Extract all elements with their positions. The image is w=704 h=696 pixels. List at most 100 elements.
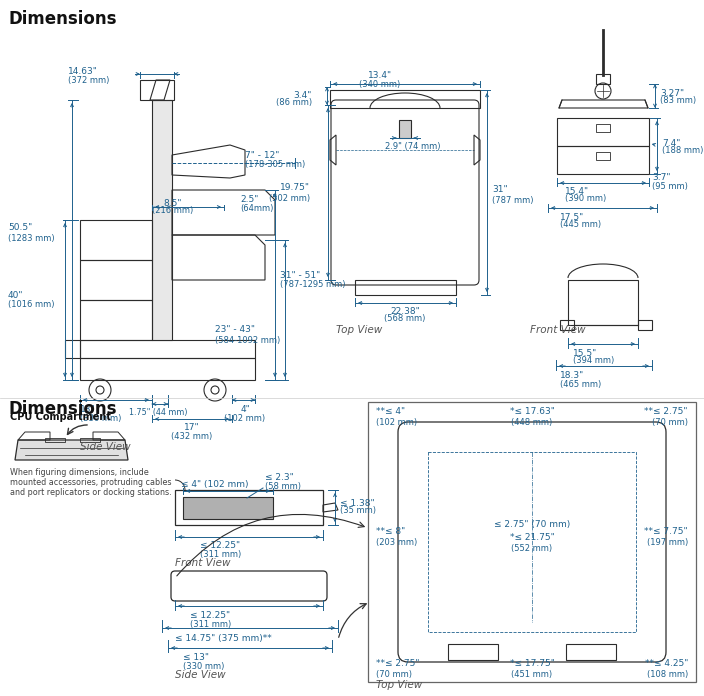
Text: Front View: Front View bbox=[175, 558, 230, 568]
Text: CPU Compartment: CPU Compartment bbox=[10, 412, 111, 422]
Text: (108 mm): (108 mm) bbox=[647, 670, 688, 679]
Text: (70 mm): (70 mm) bbox=[652, 418, 688, 427]
Text: 7.4": 7.4" bbox=[662, 139, 680, 148]
Text: 1.75" (44 mm): 1.75" (44 mm) bbox=[129, 409, 187, 418]
Text: (95 mm): (95 mm) bbox=[652, 182, 688, 191]
Bar bbox=[557, 146, 649, 174]
Text: 3.7": 3.7" bbox=[652, 173, 670, 182]
Bar bbox=[175, 490, 323, 525]
Text: (390 mm): (390 mm) bbox=[565, 194, 606, 203]
Text: 31": 31" bbox=[492, 186, 508, 194]
Text: (372 mm): (372 mm) bbox=[68, 75, 109, 84]
Text: (197 mm): (197 mm) bbox=[647, 537, 688, 546]
Text: 17.5": 17.5" bbox=[560, 212, 584, 221]
Text: (451 mm): (451 mm) bbox=[511, 670, 553, 679]
Text: and port replicators or docking stations.: and port replicators or docking stations… bbox=[10, 488, 172, 497]
Bar bbox=[80, 300, 152, 340]
Text: mounted accessories, protruding cables: mounted accessories, protruding cables bbox=[10, 478, 172, 487]
Text: (502 mm): (502 mm) bbox=[269, 193, 310, 203]
Text: (330 mm): (330 mm) bbox=[80, 413, 121, 422]
Text: *≤ 17.63": *≤ 17.63" bbox=[510, 407, 555, 416]
Text: **≤ 7.75": **≤ 7.75" bbox=[644, 528, 688, 537]
Text: 13.4": 13.4" bbox=[368, 72, 392, 81]
Text: (568 mm): (568 mm) bbox=[384, 315, 426, 324]
Text: 4": 4" bbox=[240, 406, 250, 415]
Text: 15.5": 15.5" bbox=[573, 349, 597, 358]
Text: ≤ 4" (102 mm): ≤ 4" (102 mm) bbox=[181, 480, 249, 489]
Text: 17": 17" bbox=[184, 423, 200, 432]
Text: ≤ 13": ≤ 13" bbox=[183, 654, 209, 663]
Text: (216 mm): (216 mm) bbox=[152, 207, 194, 216]
Bar bbox=[596, 124, 610, 132]
Text: 2.9" (74 mm): 2.9" (74 mm) bbox=[385, 143, 441, 152]
Bar bbox=[183, 497, 273, 519]
Text: (787 mm): (787 mm) bbox=[492, 196, 534, 205]
Text: **≤ 4": **≤ 4" bbox=[376, 407, 405, 416]
Text: (86 mm): (86 mm) bbox=[276, 99, 312, 107]
Bar bbox=[596, 74, 610, 84]
Text: Top View: Top View bbox=[336, 325, 382, 335]
Bar bbox=[596, 152, 610, 160]
Text: Front View: Front View bbox=[530, 325, 586, 335]
Text: 23" - 43": 23" - 43" bbox=[215, 326, 255, 335]
Text: 22.38": 22.38" bbox=[390, 306, 420, 315]
Text: 50.5": 50.5" bbox=[8, 223, 32, 232]
Text: (311 mm): (311 mm) bbox=[190, 619, 231, 628]
Text: ≤ 1.38": ≤ 1.38" bbox=[340, 498, 375, 507]
Text: (1283 mm): (1283 mm) bbox=[8, 233, 55, 242]
Bar bbox=[568, 280, 638, 325]
Text: ≤ 12.25": ≤ 12.25" bbox=[200, 541, 240, 551]
Bar bbox=[557, 118, 649, 146]
Text: (584-1092 mm): (584-1092 mm) bbox=[215, 335, 280, 345]
Text: **≤ 4.25": **≤ 4.25" bbox=[645, 660, 688, 668]
Bar bbox=[566, 644, 616, 660]
Text: (203 mm): (203 mm) bbox=[376, 537, 417, 546]
Bar bbox=[638, 320, 652, 330]
Text: (787-1295 mm): (787-1295 mm) bbox=[280, 280, 346, 290]
Text: 7" - 12": 7" - 12" bbox=[245, 150, 279, 159]
Text: ≤ 2.75" (70 mm): ≤ 2.75" (70 mm) bbox=[494, 519, 570, 528]
Bar bbox=[428, 452, 636, 632]
Text: 40": 40" bbox=[8, 290, 23, 299]
Text: (394 mm): (394 mm) bbox=[573, 356, 615, 365]
Bar bbox=[80, 438, 100, 442]
Text: 2.5": 2.5" bbox=[240, 196, 258, 205]
Bar bbox=[560, 320, 574, 330]
Text: (311 mm): (311 mm) bbox=[200, 550, 241, 558]
Text: **≤ 2.75": **≤ 2.75" bbox=[644, 407, 688, 416]
Text: ≤ 14.75" (375 mm)**: ≤ 14.75" (375 mm)** bbox=[175, 633, 272, 642]
Text: (445 mm): (445 mm) bbox=[560, 221, 601, 230]
Text: (83 mm): (83 mm) bbox=[660, 97, 696, 106]
Text: 8.5": 8.5" bbox=[164, 198, 182, 207]
Text: ≤ 12.25": ≤ 12.25" bbox=[190, 612, 230, 621]
Text: **≤ 2.75": **≤ 2.75" bbox=[376, 660, 420, 668]
Text: *≤ 17.75": *≤ 17.75" bbox=[510, 660, 555, 668]
Text: (1016 mm): (1016 mm) bbox=[8, 301, 54, 310]
Text: Top View: Top View bbox=[376, 680, 422, 690]
Text: 15.4": 15.4" bbox=[565, 187, 589, 196]
Text: Dimensions: Dimensions bbox=[8, 400, 116, 418]
Bar bbox=[80, 220, 152, 260]
Text: (432 mm): (432 mm) bbox=[171, 432, 213, 441]
Text: Dimensions: Dimensions bbox=[8, 10, 116, 28]
Text: (64mm): (64mm) bbox=[240, 203, 273, 212]
Text: 19.75": 19.75" bbox=[280, 184, 310, 193]
Text: (448 mm): (448 mm) bbox=[511, 418, 553, 427]
Text: (70 mm): (70 mm) bbox=[376, 670, 412, 679]
Text: (552 mm): (552 mm) bbox=[511, 544, 553, 553]
Text: (58 mm): (58 mm) bbox=[265, 482, 301, 491]
Text: *≤ 21.75": *≤ 21.75" bbox=[510, 534, 554, 542]
Text: 3.27": 3.27" bbox=[660, 88, 684, 97]
Text: **≤ 8": **≤ 8" bbox=[376, 528, 406, 537]
Polygon shape bbox=[152, 100, 172, 340]
Bar bbox=[399, 120, 411, 138]
Bar bbox=[448, 644, 498, 660]
Text: (178-305 mm): (178-305 mm) bbox=[245, 161, 306, 170]
Text: Side View: Side View bbox=[175, 670, 225, 680]
Bar bbox=[140, 80, 174, 100]
Text: Side View: Side View bbox=[80, 442, 131, 452]
Text: (188 mm): (188 mm) bbox=[662, 146, 703, 155]
Text: (330 mm): (330 mm) bbox=[183, 661, 225, 670]
Polygon shape bbox=[15, 440, 128, 460]
Bar bbox=[80, 260, 152, 300]
